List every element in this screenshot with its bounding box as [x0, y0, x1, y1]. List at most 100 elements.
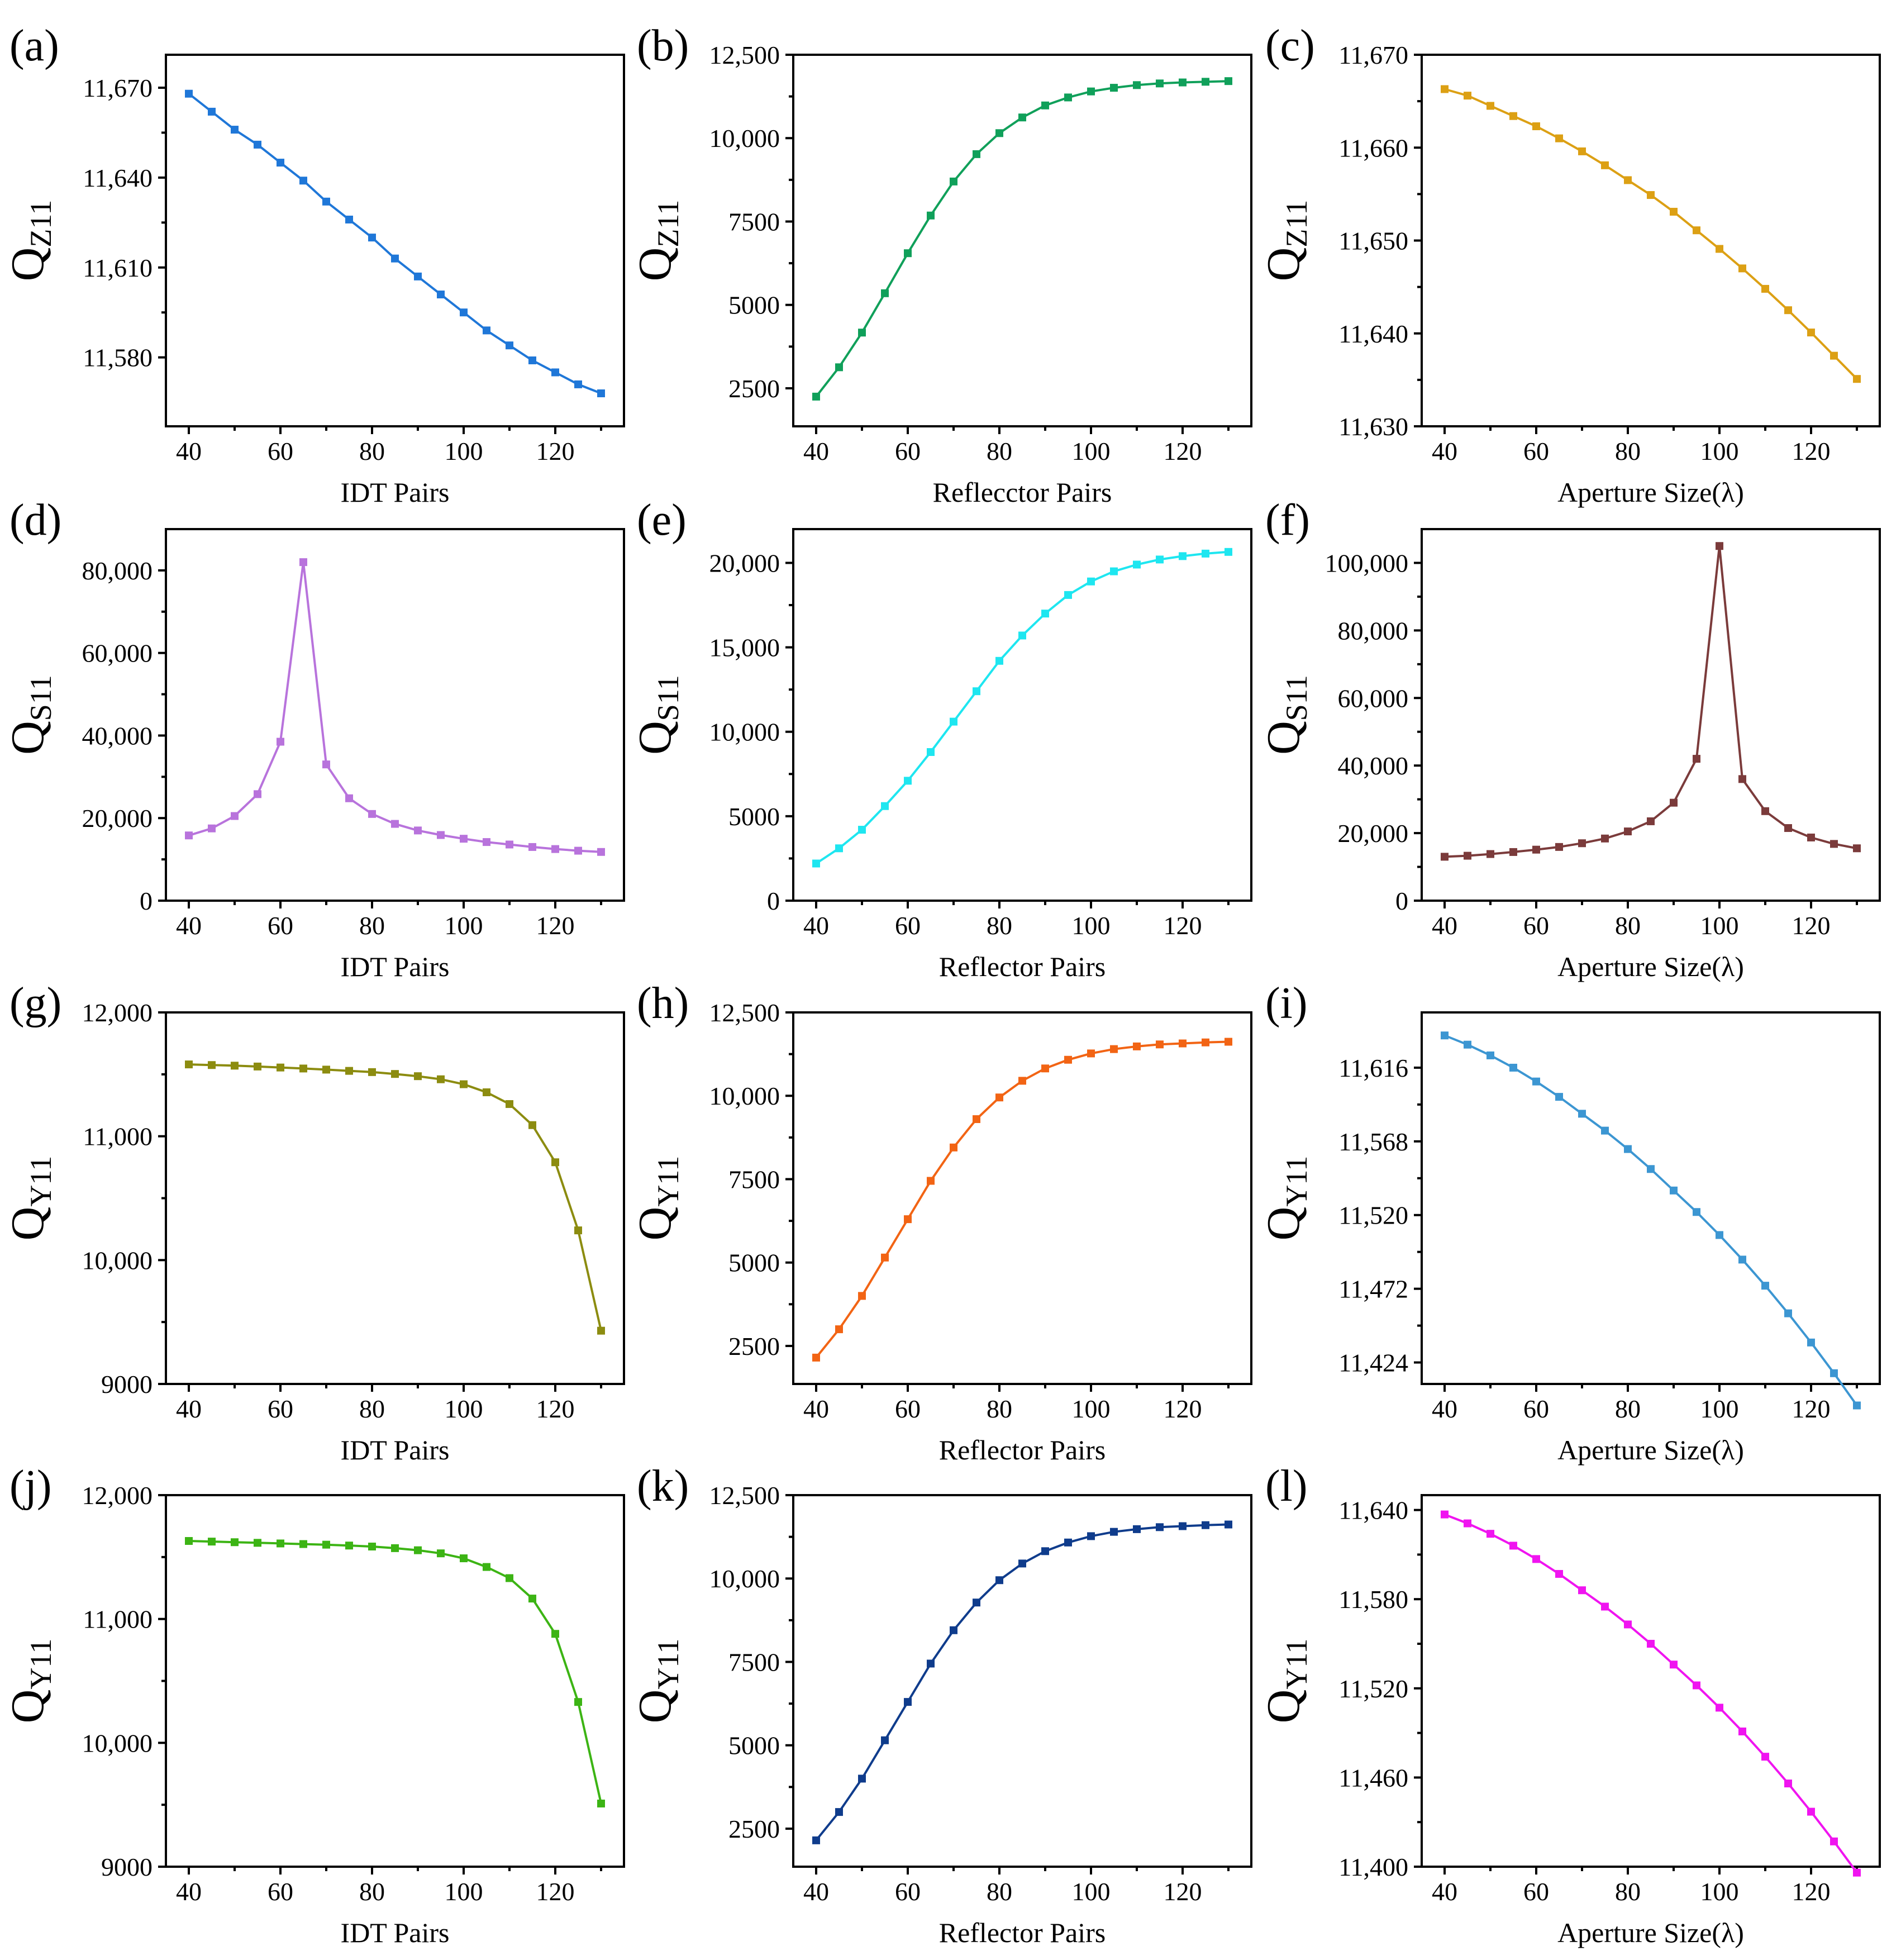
x-tick-label: 100 [445, 437, 483, 465]
data-point [1807, 329, 1815, 337]
series-line [188, 1063, 602, 1331]
x-axis-label: Reflector Pairs [939, 1434, 1106, 1466]
x-axis-label: IDT Pairs [341, 1434, 450, 1466]
x-tick-label: 100 [445, 1877, 483, 1906]
panel-k: 40 60 80 100 120 2500 5000 7500 10,000 12,500 Refl… [629, 1462, 1252, 1948]
data-point [1018, 1559, 1026, 1568]
series-line [1444, 1513, 1858, 1873]
data-point [904, 777, 912, 785]
y-axis-label-main: Q [1257, 721, 1309, 755]
data-point [950, 1626, 957, 1634]
data-point [1761, 807, 1769, 815]
data-point [1202, 549, 1209, 558]
x-axis-label: IDT Pairs [341, 951, 450, 982]
y-tick-label: 12,000 [82, 998, 153, 1027]
y-axis-label-main: Q [2, 1207, 54, 1241]
plot-frame [1421, 54, 1881, 427]
data-point [208, 1061, 216, 1069]
x-tick-label: 80 [359, 437, 385, 465]
data-point [881, 1253, 889, 1262]
data-point [185, 89, 193, 98]
data-point [1624, 1620, 1632, 1629]
panel-label: (h) [637, 979, 689, 1028]
data-point [391, 820, 399, 828]
y-tick-label: 100,000 [1325, 549, 1409, 577]
x-tick-label: 80 [987, 1877, 1012, 1906]
y-axis-label: QY11 [1257, 1639, 1313, 1724]
y-tick-label: 10,000 [709, 1082, 780, 1110]
series-line [188, 1540, 602, 1804]
data-point [551, 845, 559, 853]
series-line [815, 80, 1229, 398]
data-point [1110, 567, 1118, 575]
data-point [299, 1540, 307, 1548]
data-point [551, 1630, 559, 1638]
x-tick-label: 60 [895, 911, 921, 940]
panel-g: 40 60 80 100 120 9000 10,000 11,000 12,000 IDT Pa… [2, 979, 625, 1466]
y-axis-label-main: Q [629, 721, 681, 755]
data-point [528, 843, 536, 851]
panel-label: (l) [1265, 1462, 1308, 1511]
y-axis-label: QY11 [629, 1639, 685, 1724]
data-point [1202, 78, 1209, 86]
data-point [950, 1143, 957, 1152]
x-tick-label: 80 [359, 1395, 385, 1423]
y-tick-label: 2500 [728, 374, 780, 403]
y-tick-label: 11,650 [1338, 227, 1408, 255]
series-line [815, 1523, 1229, 1842]
y-tick-label: 11,400 [1338, 1853, 1408, 1881]
y-tick-label: 11,660 [1338, 134, 1408, 162]
y-tick-label: 7500 [728, 207, 780, 236]
x-tick-label: 40 [176, 1395, 202, 1423]
data-point [368, 234, 376, 242]
data-point [1133, 1042, 1141, 1050]
x-tick-label: 60 [895, 1877, 921, 1906]
data-point [1509, 1063, 1517, 1072]
data-point [574, 1698, 582, 1706]
data-point [1555, 134, 1563, 142]
y-tick-label: 20,000 [709, 549, 780, 577]
data-point [1133, 1525, 1141, 1533]
data-point [1555, 1093, 1563, 1101]
x-tick-label: 60 [895, 1395, 921, 1423]
data-point [1807, 833, 1815, 841]
y-axis-label: QZ11 [2, 200, 58, 282]
x-tick-label: 60 [1523, 911, 1549, 940]
data-point [1807, 1338, 1815, 1347]
y-tick-label: 60,000 [82, 639, 153, 668]
x-tick-label: 60 [1523, 1877, 1549, 1906]
y-axis-label: QY11 [629, 1156, 685, 1241]
x-tick-label: 80 [359, 911, 385, 940]
data-point [1601, 834, 1609, 843]
y-tick-label: 7500 [728, 1165, 780, 1193]
x-tick-label: 100 [445, 911, 483, 940]
x-tick-label: 120 [536, 1877, 575, 1906]
data-point [1225, 548, 1232, 556]
y-tick-label: 0 [1395, 887, 1408, 915]
x-tick-label: 100 [1072, 1395, 1111, 1423]
data-point [1133, 81, 1141, 89]
plot-frame [1421, 1011, 1881, 1385]
data-point [973, 1599, 980, 1607]
data-point [391, 254, 399, 263]
data-point [1578, 1110, 1586, 1118]
y-axis-label-sub: Y11 [651, 1639, 685, 1690]
x-tick-label: 100 [1700, 1877, 1739, 1906]
x-axis-label: Aperture Size(λ) [1557, 1917, 1744, 1948]
data-point [231, 126, 239, 134]
data-point [1853, 1401, 1861, 1410]
data-point [1738, 264, 1746, 273]
data-point [1156, 79, 1164, 88]
data-point [597, 848, 605, 856]
data-point [1202, 1038, 1209, 1046]
x-tick-label: 100 [1072, 1877, 1111, 1906]
data-point [1441, 1031, 1449, 1040]
y-tick-label: 80,000 [1338, 616, 1409, 645]
data-point [1064, 591, 1072, 599]
data-point [1087, 1532, 1095, 1540]
panel-c: 40 60 80 100 120 11,630 11,640 11,650 11,660 11,6… [1257, 21, 1881, 508]
panel-l: 40 60 80 100 120 11,400 11,460 11,520 11,580 11,6… [1257, 1462, 1881, 1948]
series-line [1444, 1034, 1858, 1406]
data-point [835, 1325, 843, 1334]
data-point [254, 140, 261, 149]
